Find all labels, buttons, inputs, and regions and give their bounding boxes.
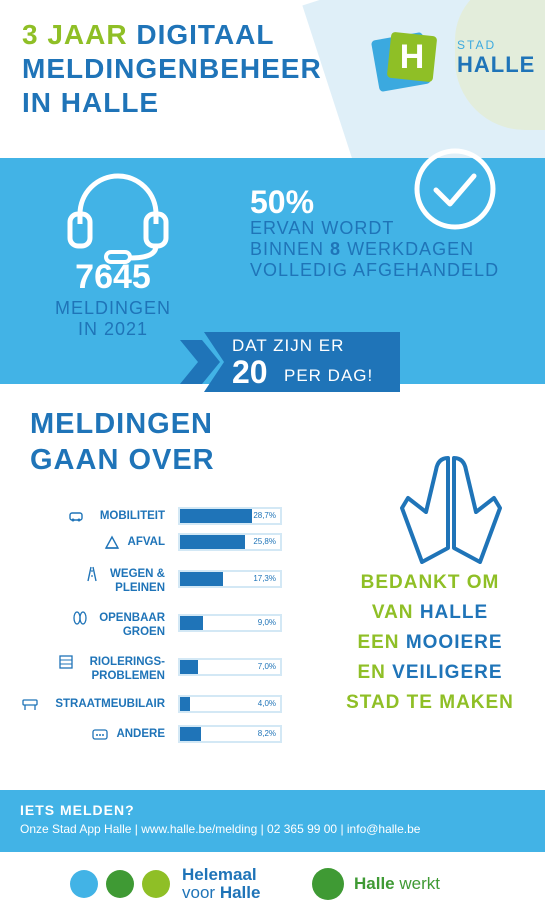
title-accent: 3 JAAR [22,19,128,50]
bar-track: 17,3% [178,570,282,588]
bar-track: 7,0% [178,658,282,676]
bar-fill [180,616,203,630]
bar-value: 7,0% [257,662,276,671]
bar-track: 4,0% [178,695,282,713]
helemaal-voor-halle-logo: Helemaal voor Halle [182,865,261,902]
car-icon [69,512,83,522]
bar-track: 8,2% [178,725,282,743]
stats-band: 7645 MELDINGEN IN 2021 50% ERVAN WORDT B… [0,148,545,392]
stad-halle-logo: H STAD HALLE [370,30,536,93]
page-title: 3 JAAR DIGITAAL MELDINGENBEHEER IN HALLE [22,18,322,120]
smiley-green-icon [106,870,134,898]
meldingen-count: 7645 [75,258,151,296]
logo-stad: STAD [457,38,497,52]
per-day-callout: DAT ZIJN ER 20 PER DAG! [180,328,400,392]
header: 3 JAAR DIGITAAL MELDINGENBEHEER IN HALLE… [0,0,545,158]
footer-title: IETS MELDEN? [20,802,135,818]
section-title: MELDINGEN GAAN OVER [30,408,215,476]
category-bars: MOBILITEIT 28,7% AFVAL 25,8% [0,500,300,760]
bar-track: 25,8% [178,533,282,551]
percent-description: ERVAN WORDT BINNEN 8 WERKDAGEN VOLLEDIG … [250,218,500,280]
brand-strip: Helemaal voor Halle Halle werkt [0,852,545,911]
footer-contact-line: Onze Stad App Halle | www.halle.be/meldi… [20,822,421,836]
per-day-line2: PER DAG! [284,366,374,385]
bar-fill [180,535,245,549]
road-icon [87,566,97,582]
bench-icon [22,699,38,710]
footer-contact: IETS MELDEN? Onze Stad App Halle | www.h… [0,790,545,852]
title-line3: IN HALLE [22,87,160,118]
title-word: DIGITAAL [136,19,275,50]
logo-letter: H [399,38,425,76]
bar-value: 25,8% [253,537,276,546]
bar-fill [180,572,224,586]
per-day-line1: DAT ZIJN ER [232,336,345,355]
bar-value: 4,0% [257,699,276,708]
smiley-lime-icon [142,870,170,898]
bar-track: 9,0% [178,614,282,632]
smiley-blue-icon [70,870,98,898]
praying-hands-icon [400,456,502,564]
bar-value: 8,2% [257,729,276,738]
checkmark-circle-icon [414,148,496,230]
bar-fill [180,660,198,674]
waste-icon [104,535,120,549]
meldingen-count-label: MELDINGEN IN 2021 [54,298,171,339]
title-line2: MELDINGENBEHEER [22,53,322,84]
dots-icon [92,729,108,740]
bar-value: 9,0% [257,618,276,627]
bar-value: 17,3% [253,574,276,583]
headset-icon [67,173,169,264]
leaf-icon [73,611,87,625]
bar-fill [180,509,252,523]
sewer-icon [59,655,73,669]
thank-you-message: BEDANKT OM VAN HALLE EEN MOOIERE EN VEIL… [346,572,514,713]
arrow-shape [180,332,400,392]
bar-fill [180,697,191,711]
bar-track: 28,7% [178,507,282,525]
per-day-number: 20 [232,354,268,390]
halle-werkt-logo: Halle werkt [354,874,440,893]
bar-fill [180,727,201,741]
bar-value: 28,7% [253,511,276,520]
percent-value: 50% [250,184,315,220]
logo-halle: HALLE [457,52,536,77]
smiley-werkt-icon [312,868,344,900]
